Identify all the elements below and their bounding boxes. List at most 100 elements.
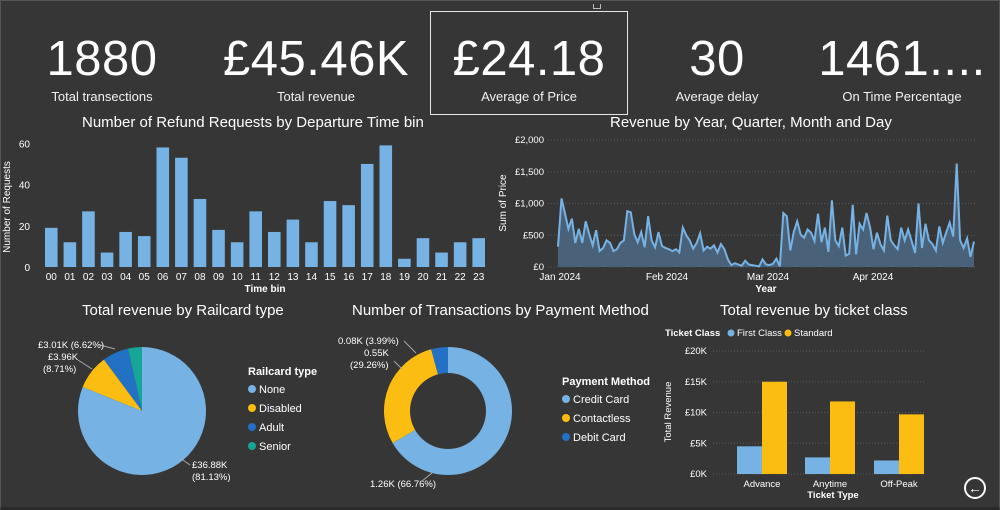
x-axis-label: Year [755, 284, 776, 295]
legend-item-disabled[interactable]: Disabled [248, 403, 317, 415]
kpi-card[interactable]: 1880 Total transections [34, 28, 170, 104]
legend-dot-icon [562, 433, 570, 441]
x-axis-label: Time bin [245, 284, 286, 295]
kpi-card[interactable]: 30 Average delay [660, 28, 774, 104]
legend-item-adult[interactable]: Adult [248, 422, 317, 434]
bar [82, 211, 95, 267]
bar-standard [830, 401, 855, 474]
bar [45, 227, 58, 267]
legend-title: Payment Method [562, 376, 651, 388]
payment-legend: Payment Method Credit Card Contactless D… [562, 376, 650, 451]
railcard-chart-title: Total revenue by Railcard type [82, 302, 284, 319]
kpi-card-selected-border [430, 11, 628, 115]
donut-hole [410, 373, 486, 449]
pie-slice [127, 347, 142, 411]
x-tick-label: 20 [417, 272, 429, 283]
x-tick-label: 12 [269, 272, 281, 283]
data-label: 0.08K (3.99%) [338, 336, 399, 347]
legend-item-senior[interactable]: Senior [248, 441, 317, 453]
x-tick-label: 23 [473, 272, 485, 283]
kpi-label: Total transections [51, 89, 153, 104]
x-tick-label: 22 [455, 272, 467, 283]
railcard-pie-chart[interactable]: £3.01K (6.62%)£3.96K(8.71%) £36.88K(81.13… [30, 325, 260, 495]
x-tick-label: 09 [213, 272, 225, 283]
x-tick-label: 05 [139, 272, 151, 283]
x-tick-label: 18 [380, 272, 392, 283]
data-label: £3.01K (6.62%) [38, 340, 104, 351]
legend-title: Railcard type [248, 366, 318, 378]
data-label: £3.96K [48, 352, 79, 363]
bar [249, 211, 262, 267]
leader-line [77, 359, 93, 370]
bar [268, 231, 281, 267]
y-axis-label: Number of Requests [2, 161, 13, 253]
refund-chart-title: Number of Refund Requests by Departure T… [82, 114, 424, 131]
x-tick-label: 04 [120, 272, 132, 283]
x-tick-label: 03 [101, 272, 113, 283]
x-tick-label: 17 [362, 272, 374, 283]
kpi-card[interactable]: £24.18 Average of Price [430, 28, 628, 104]
leader-line [403, 340, 417, 354]
selection-handle-icon[interactable] [593, 4, 601, 9]
y-tick-label: £5K [690, 438, 708, 449]
legend-item-debit-card[interactable]: Debit Card [562, 432, 650, 444]
kpi-label: Average of Price [481, 89, 577, 104]
x-tick-label: 11 [251, 272, 262, 283]
legend-item-contactless[interactable]: Contactless [562, 413, 650, 425]
x-tick-label: 19 [399, 272, 411, 283]
legend-dot-icon [562, 414, 570, 422]
bar [100, 252, 114, 267]
x-tick-label: Off-Peak [880, 479, 918, 490]
legend-label: First Class [737, 328, 782, 339]
y-tick-label: 0 [24, 263, 30, 274]
x-tick-label: 06 [157, 272, 169, 283]
x-tick-label: 16 [343, 272, 355, 283]
legend-label: Standard [794, 328, 833, 339]
ticket-class-chart-title: Total revenue by ticket class [720, 302, 908, 319]
x-tick-label: Mar 2024 [747, 272, 790, 283]
legend-title: Ticket Class [665, 328, 720, 339]
kpi-card[interactable]: 1461.... On Time Percentage [812, 28, 992, 104]
y-tick-label: £0 [533, 262, 544, 273]
pie-slice [103, 348, 142, 411]
kpi-card[interactable]: £45.46K Total revenue [210, 28, 422, 104]
revenue-chart-title: Revenue by Year, Quarter, Month and Day [610, 114, 892, 131]
bar [435, 252, 448, 267]
payment-donut-chart[interactable]: 0.08K (3.99%)0.55K(29.26%) 1.26K (66.76%) [330, 325, 560, 495]
data-label: 0.55K [364, 348, 389, 359]
y-axis-label: Total Revenue [663, 382, 674, 443]
legend-item-credit-card[interactable]: Credit Card [562, 394, 650, 406]
kpi-value: £45.46K [222, 32, 410, 86]
bar [175, 157, 188, 267]
bar [63, 242, 77, 267]
bar [193, 198, 207, 267]
kpi-value: 1880 [46, 32, 158, 86]
payment-chart-title: Number of Transactions by Payment Method [352, 302, 649, 319]
y-axis-label: Sum of Price [498, 174, 509, 232]
x-tick-label: Jan 2024 [539, 272, 581, 283]
bar [398, 258, 411, 267]
y-tick-label: £15K [685, 377, 708, 388]
revenue-line-chart[interactable]: £0 £500 £1,000 £1,500 £2,000 Jan 2024 Feb 2024… [490, 130, 990, 300]
bar-first-class [874, 460, 899, 474]
legend-dot-icon [562, 395, 570, 403]
y-tick-label: 20 [19, 222, 31, 233]
refund-requests-chart[interactable]: 0 20 40 60 00 01 02 03 04 05 06 07 08 09 10 11 12 13 14 15 1… [0, 130, 500, 300]
bar-standard [899, 414, 924, 474]
y-tick-label: £1,000 [515, 199, 544, 210]
x-tick-label: 08 [194, 272, 206, 283]
x-tick-label: 02 [83, 272, 95, 283]
legend-dot-icon [248, 385, 256, 393]
ticket-class-bar-chart[interactable]: Ticket Class First Class Standard £0K £5K £10… [655, 322, 955, 502]
data-label: 1.26K (66.76%) [370, 479, 436, 490]
railcard-legend: Railcard type None Disabled Adult Senior [248, 366, 317, 460]
data-label: £36.88K [192, 460, 228, 471]
x-tick-label: 13 [287, 272, 299, 283]
legend-dot-icon [784, 329, 792, 337]
back-arrow-icon[interactable]: ← [964, 477, 986, 499]
bar [212, 229, 225, 267]
x-tick-label: Apr 2024 [853, 272, 894, 283]
bar [119, 231, 132, 267]
legend-item-none[interactable]: None [248, 384, 317, 396]
kpi-label: Average delay [675, 89, 759, 104]
